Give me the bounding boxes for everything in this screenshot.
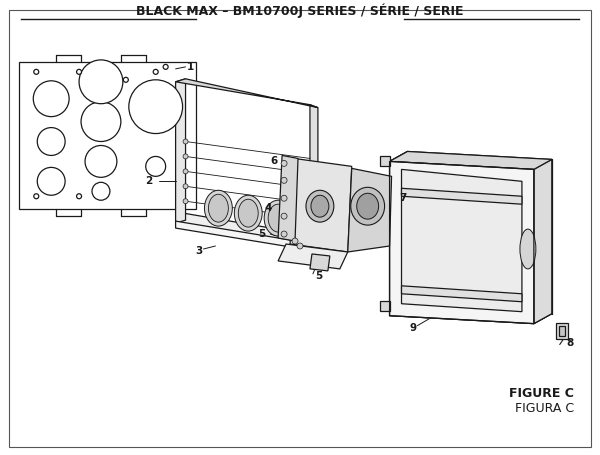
Polygon shape [310, 254, 330, 271]
Text: 9: 9 [409, 323, 416, 333]
Ellipse shape [268, 204, 288, 232]
Polygon shape [389, 152, 552, 169]
Polygon shape [534, 159, 552, 324]
Polygon shape [556, 323, 568, 339]
Text: FIGURA C: FIGURA C [515, 402, 574, 415]
Circle shape [77, 69, 82, 74]
Polygon shape [290, 158, 352, 252]
Polygon shape [278, 244, 348, 269]
Ellipse shape [311, 195, 329, 217]
Circle shape [81, 102, 121, 142]
Ellipse shape [205, 190, 232, 226]
Circle shape [281, 177, 287, 183]
Polygon shape [389, 162, 534, 324]
Ellipse shape [351, 187, 385, 225]
Circle shape [183, 199, 188, 204]
Ellipse shape [208, 194, 229, 222]
Text: 7: 7 [400, 193, 407, 203]
Ellipse shape [520, 229, 536, 269]
Ellipse shape [264, 200, 292, 236]
Text: FIGURE C: FIGURE C [509, 387, 574, 400]
Polygon shape [176, 79, 185, 223]
Circle shape [124, 77, 128, 82]
Polygon shape [278, 156, 298, 241]
Ellipse shape [306, 190, 334, 222]
Text: 1: 1 [187, 62, 194, 72]
Ellipse shape [235, 195, 262, 231]
Polygon shape [389, 152, 407, 316]
Circle shape [37, 167, 65, 195]
Circle shape [92, 182, 110, 200]
Polygon shape [401, 188, 522, 204]
Polygon shape [401, 169, 522, 312]
Polygon shape [176, 79, 318, 108]
Circle shape [129, 80, 182, 134]
Text: 3: 3 [196, 246, 203, 256]
Polygon shape [176, 213, 318, 246]
Text: 5: 5 [315, 271, 322, 281]
Circle shape [33, 81, 69, 116]
Polygon shape [389, 306, 552, 324]
Circle shape [79, 60, 123, 104]
Ellipse shape [357, 193, 379, 219]
Polygon shape [380, 157, 389, 167]
Polygon shape [559, 326, 565, 336]
Circle shape [183, 184, 188, 189]
Text: BLACK MAX – BM10700J SERIES / SÉRIE / SERIE: BLACK MAX – BM10700J SERIES / SÉRIE / SE… [136, 4, 464, 18]
Ellipse shape [291, 205, 319, 241]
Circle shape [292, 238, 298, 244]
Text: 6: 6 [271, 157, 278, 167]
Circle shape [183, 139, 188, 144]
Ellipse shape [295, 209, 315, 237]
Circle shape [297, 243, 303, 249]
Circle shape [163, 64, 168, 69]
Polygon shape [401, 286, 522, 302]
Text: 5: 5 [258, 229, 265, 239]
Circle shape [85, 146, 117, 177]
Circle shape [281, 213, 287, 219]
Circle shape [183, 169, 188, 174]
Polygon shape [380, 301, 389, 311]
Circle shape [34, 69, 39, 74]
Polygon shape [176, 221, 315, 251]
Text: 2: 2 [145, 177, 153, 186]
Circle shape [37, 127, 65, 156]
Circle shape [281, 231, 287, 237]
Text: 8: 8 [566, 338, 574, 348]
Text: 4: 4 [265, 203, 272, 213]
Polygon shape [310, 105, 318, 249]
Polygon shape [348, 168, 392, 252]
Circle shape [34, 194, 39, 199]
Circle shape [146, 157, 166, 177]
Circle shape [153, 69, 158, 74]
Polygon shape [19, 62, 196, 209]
Circle shape [281, 195, 287, 201]
Circle shape [77, 194, 82, 199]
Circle shape [281, 161, 287, 167]
Circle shape [183, 154, 188, 159]
Ellipse shape [238, 199, 258, 227]
